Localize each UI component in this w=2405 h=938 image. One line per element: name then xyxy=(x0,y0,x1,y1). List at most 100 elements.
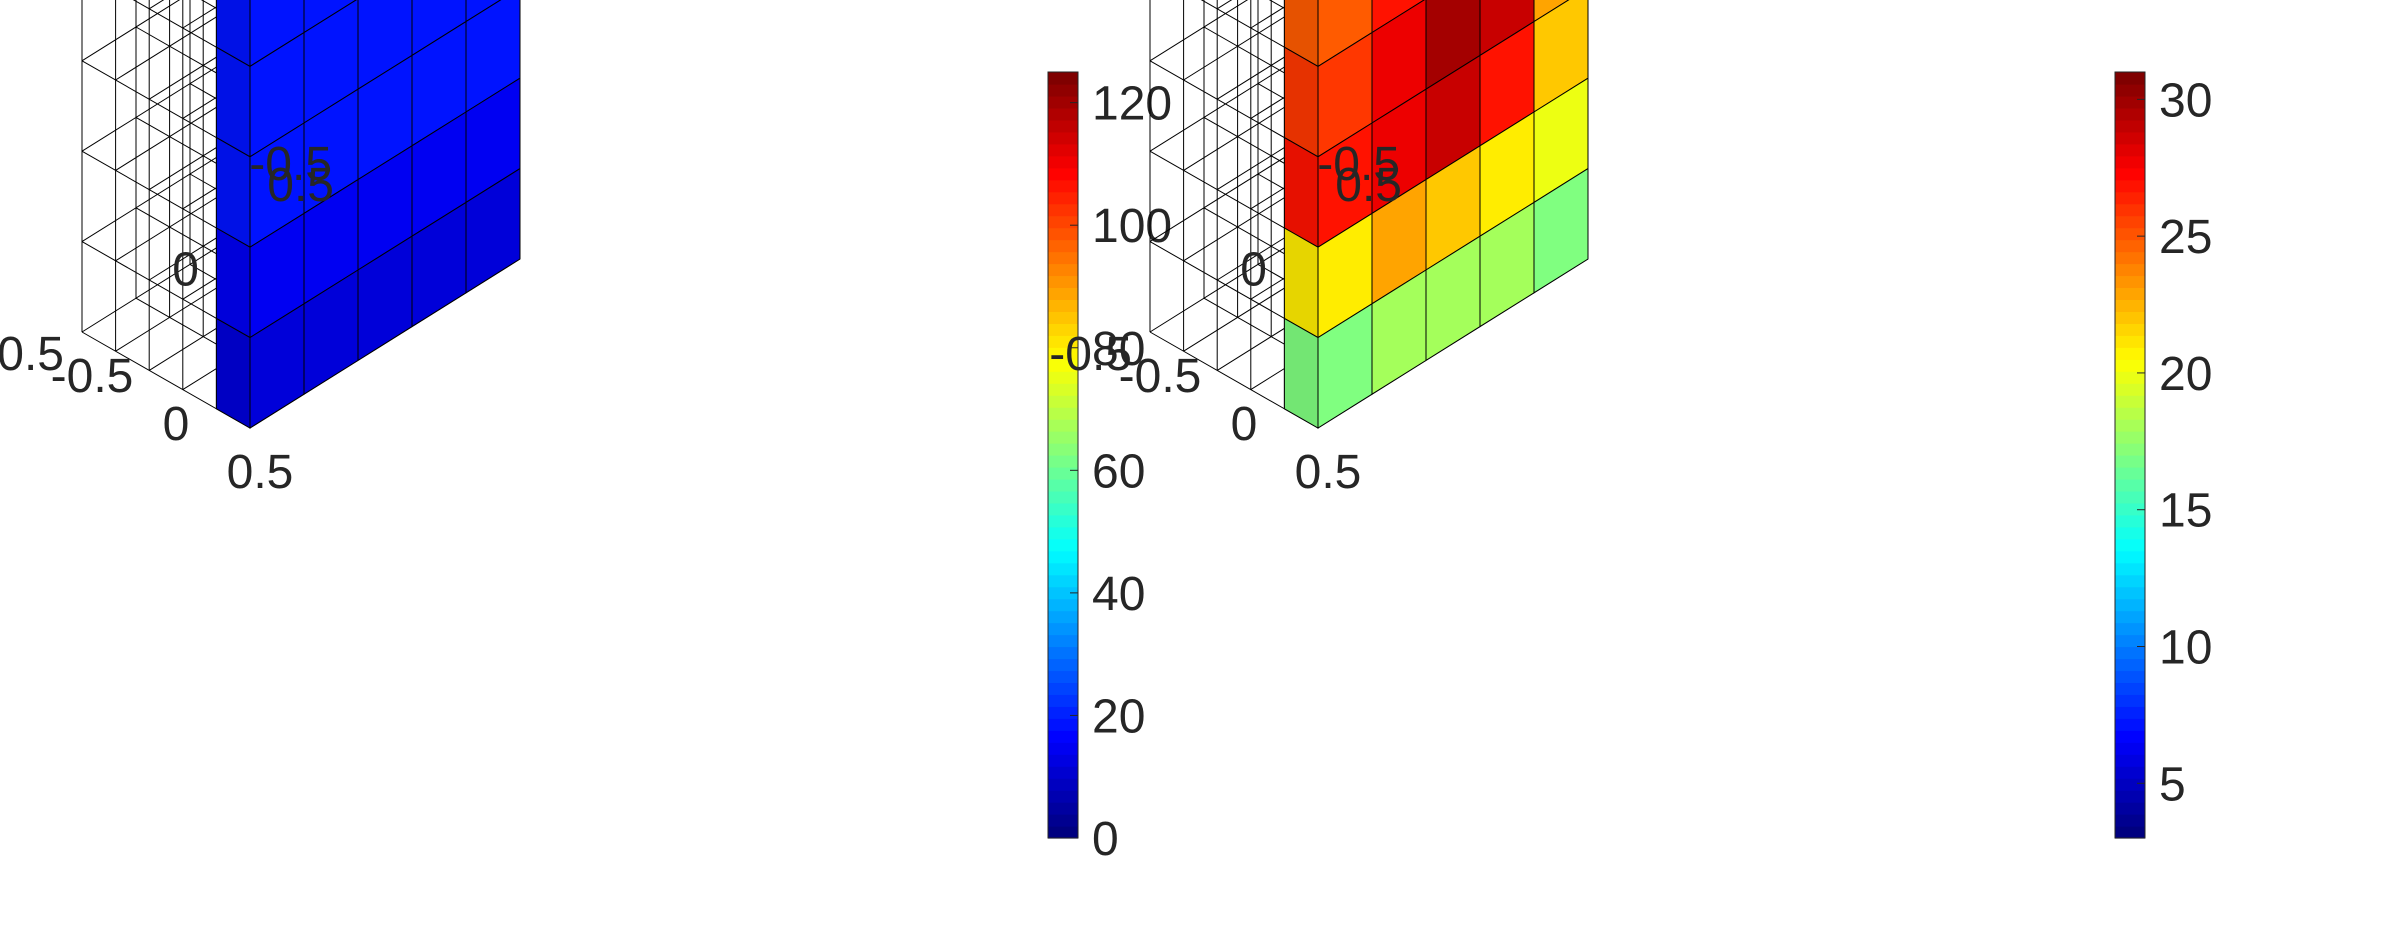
colorbar-segment xyxy=(1048,754,1078,767)
colorbar-segment xyxy=(2115,347,2145,360)
colorbar-segment xyxy=(1048,167,1078,181)
x-tick-label: -0.5 xyxy=(51,350,134,403)
colorbar-segment xyxy=(1048,335,1078,348)
colorbar-segment xyxy=(1048,610,1078,624)
colorbar-segment xyxy=(1048,826,1078,839)
colorbar-segment xyxy=(2115,610,2145,624)
colorbar-segment xyxy=(2115,383,2145,396)
colorbar-segment xyxy=(2115,598,2145,612)
x-tick-label: 0 xyxy=(163,398,190,451)
colorbar-segment xyxy=(1048,514,1078,528)
colorbar-segment xyxy=(1048,658,1078,672)
colorbar-segment xyxy=(2115,359,2145,372)
axis-ticks: 0.50-0.50.50-0.5-0.500.5 xyxy=(0,138,334,499)
colorbar-segment xyxy=(2115,646,2145,660)
voxel-face-side xyxy=(215,317,251,429)
colorbar-segment xyxy=(1048,586,1078,600)
colorbar-segment xyxy=(1048,179,1078,193)
colorbar-tick-label: 25 xyxy=(2159,211,2212,264)
colorbar-segment xyxy=(2115,802,2145,815)
colorbar-segment xyxy=(1048,395,1078,408)
colorbar-segment xyxy=(1048,431,1078,444)
z-tick-label: -0.5 xyxy=(249,138,332,191)
colorbar-segment xyxy=(2115,574,2145,588)
colorbar-segment xyxy=(2115,514,2145,528)
colorbar-segment xyxy=(1048,119,1078,133)
colorbar-segment xyxy=(2115,215,2145,229)
colorbar-segment xyxy=(2115,778,2145,791)
colorbar-segment xyxy=(2115,478,2145,492)
colorbar-segment xyxy=(2115,251,2145,265)
colorbar-segment xyxy=(1048,562,1078,576)
colorbar-segment xyxy=(2115,682,2145,695)
colorbar-segment xyxy=(1048,802,1078,815)
colorbar-segment xyxy=(1048,682,1078,695)
colorbar-segment xyxy=(2115,502,2145,516)
axis-ticks: 0.50-0.50.50-0.5-0.500.5 xyxy=(1049,138,1402,499)
colorbar-segment xyxy=(1048,203,1078,217)
colorbar-segment xyxy=(2115,730,2145,743)
colorbar-frame xyxy=(2114,71,2146,839)
colorbar-segment xyxy=(2115,83,2145,97)
colorbar-segment xyxy=(2115,826,2145,839)
colorbar-segment xyxy=(2115,72,2145,85)
colorbar-segment xyxy=(1048,694,1078,707)
colorbar-segment xyxy=(2115,706,2145,719)
x-tick-label: 0.5 xyxy=(1295,446,1362,499)
x-tick-label: 0.5 xyxy=(227,446,294,499)
grid-line xyxy=(81,0,181,62)
colorbar-segment xyxy=(1048,95,1078,109)
grid-line xyxy=(1183,0,1313,81)
colorbar-segment xyxy=(2115,634,2145,648)
y-tick-label: 0.5 xyxy=(1335,159,1402,212)
colorbar-segment xyxy=(1048,107,1078,121)
colorbar-segment xyxy=(2115,119,2145,133)
colorbar-segment xyxy=(2115,263,2145,277)
colorbar-segment xyxy=(1048,574,1078,588)
colorbar: 5 10 15 20 25 30 xyxy=(2114,71,2212,839)
colorbar-segment xyxy=(1048,239,1078,253)
colorbar-segment xyxy=(2115,275,2145,289)
colorbar-segment xyxy=(2115,167,2145,181)
colorbar-segment xyxy=(1048,646,1078,660)
colorbar-segment xyxy=(1048,407,1078,420)
colorbar-segment xyxy=(2115,155,2145,169)
colorbar-segment xyxy=(2115,754,2145,767)
colorbar-segment xyxy=(1048,215,1078,229)
y-tick-label: 0.5 xyxy=(267,159,334,212)
colorbar-tick-label: 0 xyxy=(1092,813,1119,866)
colorbar-segment xyxy=(1048,466,1078,480)
colorbar-tick-label: 120 xyxy=(1092,78,1172,131)
colorbar-tick-label: 30 xyxy=(2159,74,2212,127)
colorbar-tick-label: 5 xyxy=(2159,758,2186,811)
colorbar-segment xyxy=(2115,814,2145,827)
colorbar-segment xyxy=(1048,490,1078,504)
colorbar-segment xyxy=(2115,371,2145,384)
colorbar-segment xyxy=(1048,191,1078,205)
colorbar-segment xyxy=(2115,694,2145,707)
colorbar-segment xyxy=(1048,371,1078,384)
colorbar-segment xyxy=(1048,538,1078,552)
colorbar-segment xyxy=(2115,622,2145,636)
colorbar-segment xyxy=(1048,155,1078,169)
colorbar-tick-label: 40 xyxy=(1092,568,1145,621)
colorbar-segment xyxy=(1048,718,1078,731)
grid-line xyxy=(1149,0,1249,62)
colorbar-segment xyxy=(1048,550,1078,564)
colorbar-tick-label: 100 xyxy=(1092,200,1172,253)
colorbar-segment xyxy=(1048,83,1078,97)
colorbar-segment xyxy=(1048,670,1078,684)
colorbar-segment xyxy=(2115,131,2145,145)
colorbar-segment xyxy=(1048,383,1078,396)
colorbar-segment xyxy=(1048,72,1078,85)
colorbar-segment xyxy=(2115,323,2145,336)
voxel-slab xyxy=(215,0,521,429)
colorbar-segment xyxy=(2115,550,2145,564)
colorbar-segment xyxy=(2115,766,2145,779)
colorbar-segment xyxy=(1048,323,1078,336)
colorbar-segment xyxy=(2115,790,2145,803)
x-tick-label: 0 xyxy=(1231,398,1258,451)
colorbar-segment xyxy=(2115,658,2145,672)
